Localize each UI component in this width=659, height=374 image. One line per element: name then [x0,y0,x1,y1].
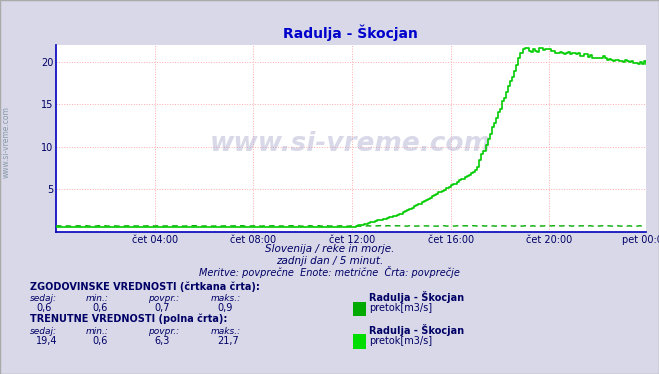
Text: 21,7: 21,7 [217,336,239,346]
Text: povpr.:: povpr.: [148,327,179,335]
Title: Radulja - Škocjan: Radulja - Škocjan [283,24,418,41]
Text: maks.:: maks.: [211,327,241,335]
Text: maks.:: maks.: [211,294,241,303]
Text: zadnji dan / 5 minut.: zadnji dan / 5 minut. [276,256,383,266]
Text: Radulja - Škocjan: Radulja - Škocjan [369,324,464,335]
Text: sedaj:: sedaj: [30,294,57,303]
Text: 6,3: 6,3 [155,336,170,346]
Text: 0,6: 0,6 [92,303,107,313]
Text: ZGODOVINSKE VREDNOSTI (črtkana črta):: ZGODOVINSKE VREDNOSTI (črtkana črta): [30,281,260,292]
Text: 0,7: 0,7 [155,303,171,313]
Text: www.si-vreme.com: www.si-vreme.com [2,106,11,178]
Text: 19,4: 19,4 [36,336,58,346]
Text: TRENUTNE VREDNOSTI (polna črta):: TRENUTNE VREDNOSTI (polna črta): [30,314,227,324]
Text: min.:: min.: [86,327,109,335]
Text: Meritve: povprečne  Enote: metrične  Črta: povprečje: Meritve: povprečne Enote: metrične Črta:… [199,266,460,278]
Text: 0,9: 0,9 [217,303,233,313]
Text: 0,6: 0,6 [92,336,107,346]
Text: pretok[m3/s]: pretok[m3/s] [369,303,432,313]
Text: Slovenija / reke in morje.: Slovenija / reke in morje. [265,245,394,254]
Text: www.si-vreme.com: www.si-vreme.com [210,131,492,157]
Text: sedaj:: sedaj: [30,327,57,335]
Text: Radulja - Škocjan: Radulja - Škocjan [369,291,464,303]
Text: 0,6: 0,6 [36,303,51,313]
Text: povpr.:: povpr.: [148,294,179,303]
Text: pretok[m3/s]: pretok[m3/s] [369,336,432,346]
Text: min.:: min.: [86,294,109,303]
